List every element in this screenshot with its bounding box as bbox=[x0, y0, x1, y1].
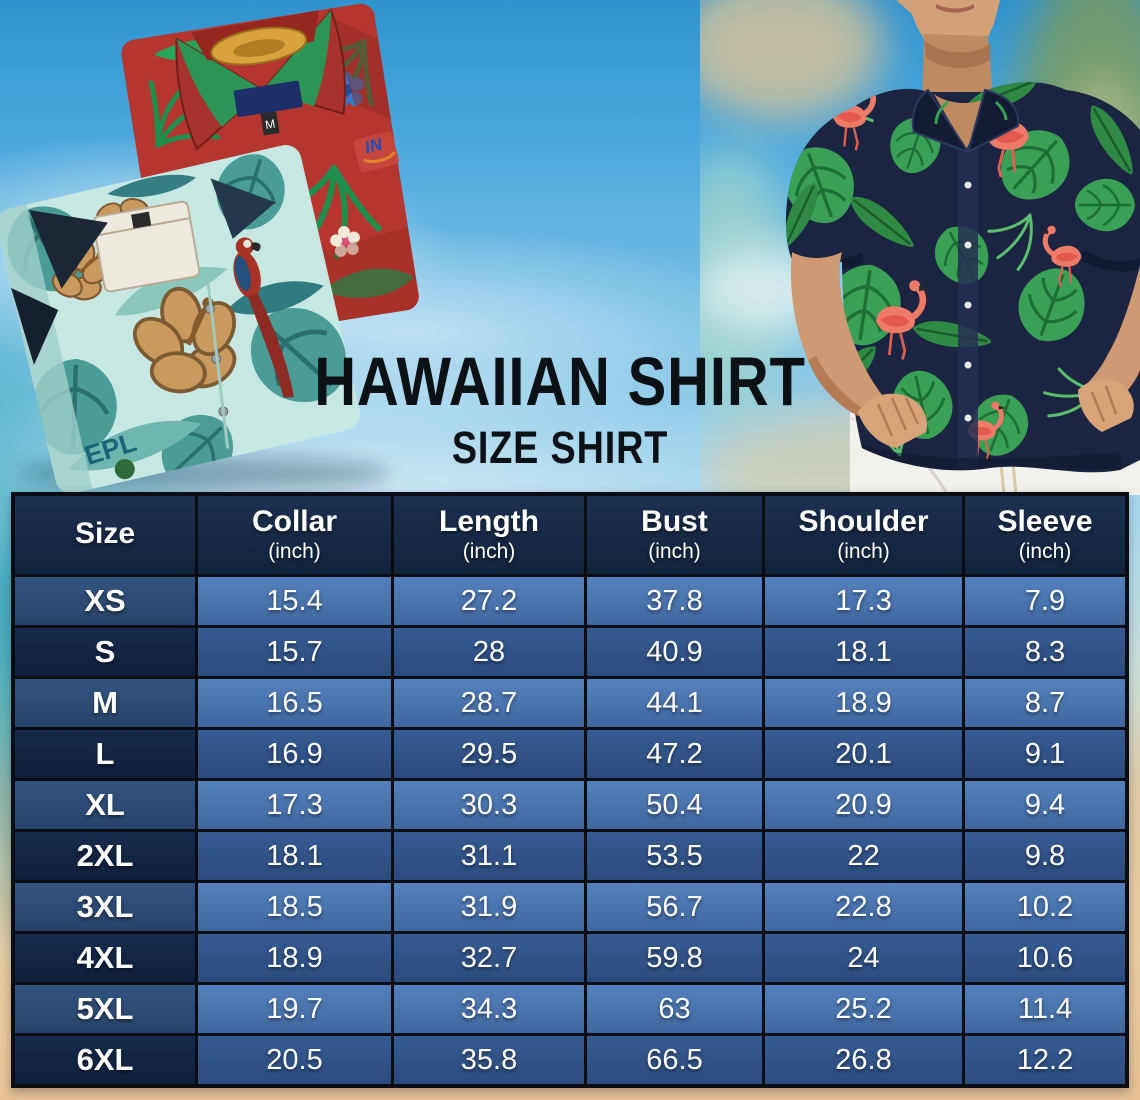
red-shirt-logo-text: IN bbox=[363, 134, 385, 157]
cell-6XL-sleeve: 12.2 bbox=[965, 1036, 1125, 1084]
cell-XL-length: 30.3 bbox=[394, 781, 584, 829]
cell-S-collar: 15.7 bbox=[198, 628, 391, 676]
size-cell-M: M bbox=[15, 679, 195, 727]
cell-4XL-collar: 18.9 bbox=[198, 934, 391, 982]
column-header-unit: (inch) bbox=[462, 539, 516, 563]
cell-M-length: 28.7 bbox=[394, 679, 584, 727]
cell-L-collar: 16.9 bbox=[198, 730, 391, 778]
cell-XL-shoulder: 20.9 bbox=[765, 781, 962, 829]
cell-M-sleeve: 8.7 bbox=[965, 679, 1125, 727]
column-header-label: Bust bbox=[641, 505, 708, 539]
cell-S-length: 28 bbox=[394, 628, 584, 676]
column-header-label: Shoulder bbox=[798, 505, 929, 539]
folded-shirts-photo-region: M IN bbox=[0, 0, 430, 500]
cell-3XL-length: 31.9 bbox=[394, 883, 584, 931]
size-cell-L: L bbox=[15, 730, 195, 778]
size-cell-5XL: 5XL bbox=[15, 985, 195, 1033]
column-header-unit: (inch) bbox=[268, 539, 321, 563]
cell-L-shoulder: 20.1 bbox=[765, 730, 962, 778]
cell-XS-sleeve: 7.9 bbox=[965, 577, 1125, 625]
cell-4XL-bust: 59.8 bbox=[587, 934, 762, 982]
cell-S-bust: 40.9 bbox=[587, 628, 762, 676]
column-header-sleeve: Sleeve (inch) bbox=[965, 496, 1125, 574]
column-header-bust: Bust (inch) bbox=[587, 496, 762, 574]
poster-subtitle: SIZE SHIRT bbox=[451, 422, 669, 473]
column-header-unit: (inch) bbox=[1018, 539, 1072, 563]
cell-6XL-collar: 20.5 bbox=[198, 1036, 391, 1084]
man-photo-region bbox=[700, 0, 1140, 495]
size-cell-2XL: 2XL bbox=[15, 832, 195, 880]
column-header-unit: (inch) bbox=[837, 539, 890, 563]
cell-XS-length: 27.2 bbox=[394, 577, 584, 625]
cell-5XL-collar: 19.7 bbox=[198, 985, 391, 1033]
cell-XS-bust: 37.8 bbox=[587, 577, 762, 625]
size-cell-3XL: 3XL bbox=[15, 883, 195, 931]
column-header-shoulder: Shoulder (inch) bbox=[765, 496, 962, 574]
cell-6XL-shoulder: 26.8 bbox=[765, 1036, 962, 1084]
size-cell-XL: XL bbox=[15, 781, 195, 829]
cell-4XL-sleeve: 10.6 bbox=[965, 934, 1125, 982]
cell-L-bust: 47.2 bbox=[587, 730, 762, 778]
cell-4XL-shoulder: 24 bbox=[765, 934, 962, 982]
poster-title: HAWAIIAN SHIRT bbox=[314, 343, 806, 420]
cell-5XL-bust: 63 bbox=[587, 985, 762, 1033]
cell-3XL-sleeve: 10.2 bbox=[965, 883, 1125, 931]
teal-shirt-pocket bbox=[92, 200, 201, 293]
man-face-and-neck bbox=[896, 0, 1000, 108]
size-cell-4XL: 4XL bbox=[15, 934, 195, 982]
cell-XS-collar: 15.4 bbox=[198, 577, 391, 625]
cell-2XL-length: 31.1 bbox=[394, 832, 584, 880]
cell-XL-bust: 50.4 bbox=[587, 781, 762, 829]
cell-L-length: 29.5 bbox=[394, 730, 584, 778]
cell-2XL-shoulder: 22 bbox=[765, 832, 962, 880]
cell-XL-sleeve: 9.4 bbox=[965, 781, 1125, 829]
column-header-collar: Collar (inch) bbox=[198, 496, 391, 574]
cell-4XL-length: 32.7 bbox=[394, 934, 584, 982]
cell-L-sleeve: 9.1 bbox=[965, 730, 1125, 778]
cell-3XL-collar: 18.5 bbox=[198, 883, 391, 931]
cell-5XL-sleeve: 11.4 bbox=[965, 985, 1125, 1033]
shirt-collar bbox=[911, 88, 1020, 154]
cell-XS-shoulder: 17.3 bbox=[765, 577, 962, 625]
cell-2XL-bust: 53.5 bbox=[587, 832, 762, 880]
folded-shirts-illustration: M IN bbox=[0, 1, 421, 497]
column-header-label: Sleeve bbox=[997, 505, 1093, 539]
man-wearing-flamingo-shirt-illustration bbox=[785, 0, 1140, 495]
size-cell-S: S bbox=[15, 628, 195, 676]
cell-6XL-bust: 66.5 bbox=[587, 1036, 762, 1084]
cell-2XL-sleeve: 9.8 bbox=[965, 832, 1125, 880]
size-cell-6XL: 6XL bbox=[15, 1036, 195, 1084]
column-header-size: Size bbox=[15, 496, 195, 574]
cell-6XL-length: 35.8 bbox=[394, 1036, 584, 1084]
cell-3XL-bust: 56.7 bbox=[587, 883, 762, 931]
column-header-unit: (inch) bbox=[648, 539, 701, 563]
parrot-print bbox=[233, 237, 294, 398]
cell-2XL-collar: 18.1 bbox=[198, 832, 391, 880]
cell-5XL-shoulder: 25.2 bbox=[765, 985, 962, 1033]
size-cell-XS: XS bbox=[15, 577, 195, 625]
title-block: HAWAIIAN SHIRT SIZE SHIRT bbox=[0, 347, 1120, 470]
teal-hawaiian-shirt: EPL bbox=[0, 143, 390, 497]
cell-M-shoulder: 18.9 bbox=[765, 679, 962, 727]
red-shirt-size-tag: M bbox=[264, 117, 276, 132]
cell-XL-collar: 17.3 bbox=[198, 781, 391, 829]
man-arms-and-hands bbox=[790, 252, 1140, 448]
size-table: Size Collar (inch) Length (inch) Bust (inch) Sh… bbox=[11, 492, 1129, 1088]
cell-M-bust: 44.1 bbox=[587, 679, 762, 727]
cell-S-sleeve: 8.3 bbox=[965, 628, 1125, 676]
column-header-length: Length (inch) bbox=[394, 496, 584, 574]
cell-3XL-shoulder: 22.8 bbox=[765, 883, 962, 931]
cell-5XL-length: 34.3 bbox=[394, 985, 584, 1033]
column-header-label: Size bbox=[74, 517, 136, 551]
column-header-label: Length bbox=[439, 505, 539, 539]
column-header-label: Collar bbox=[251, 505, 338, 539]
cell-S-shoulder: 18.1 bbox=[765, 628, 962, 676]
cell-M-collar: 16.5 bbox=[198, 679, 391, 727]
